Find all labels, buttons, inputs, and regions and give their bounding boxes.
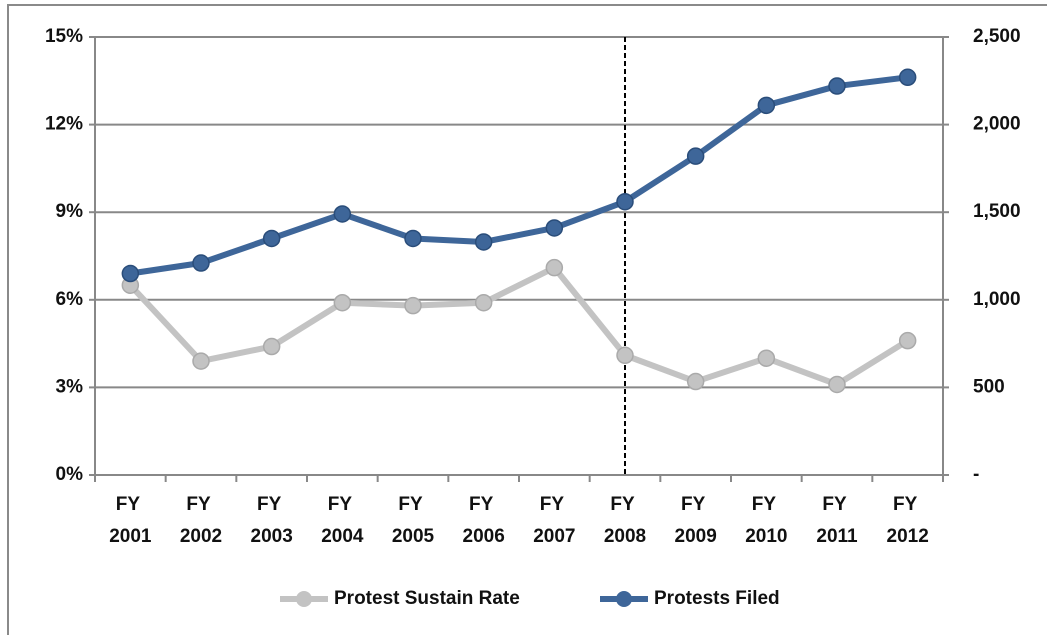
legend-label: Protests Filed	[654, 588, 780, 609]
y2-tick-label: 2,000	[973, 114, 1021, 135]
legend-marker	[616, 591, 632, 607]
x-tick-label: FY 2008	[604, 494, 646, 547]
y-tick-label: 9%	[56, 201, 84, 222]
y-tick-label: 0%	[56, 464, 84, 485]
chart-frame	[7, 4, 1047, 635]
point	[686, 147, 705, 165]
point	[192, 254, 210, 272]
series-line	[129, 74, 909, 277]
y2-tick-label: -	[973, 464, 979, 485]
x-tick-label: FY 2006	[463, 494, 505, 547]
x-tick-label: FY 2012	[887, 494, 929, 547]
y2-tick-label: 1,000	[973, 289, 1021, 310]
point	[262, 337, 281, 356]
y2-tick-label: 1,500	[973, 201, 1021, 222]
point	[192, 352, 210, 370]
x-tick-label: FY 2003	[251, 494, 293, 547]
point	[757, 96, 776, 115]
legend-label: Protest Sustain Rate	[334, 588, 520, 609]
y-tick-label: 6%	[56, 289, 84, 310]
x-tick-label: FY 2001	[109, 494, 152, 547]
point	[616, 346, 634, 365]
point	[474, 233, 493, 251]
point	[404, 296, 422, 315]
y-tick-label: 15%	[45, 26, 83, 47]
x-tick-label: FY 2007	[533, 494, 575, 547]
x-tick-label: FY 2002	[180, 494, 222, 547]
point	[262, 229, 281, 248]
point	[898, 68, 917, 87]
x-tick-label: FY 2005	[392, 494, 435, 547]
y2-tick-label: 500	[973, 376, 1005, 397]
point	[898, 331, 917, 350]
point	[121, 264, 140, 283]
point	[545, 258, 564, 277]
point	[333, 293, 352, 312]
x-tick-label: FY 2010	[745, 494, 787, 547]
point	[545, 219, 564, 237]
point	[404, 229, 422, 248]
series-line	[128, 264, 910, 388]
point	[474, 293, 493, 312]
y-tick-label: 3%	[56, 376, 84, 397]
point	[828, 77, 846, 95]
y2-tick-label: 2,500	[973, 26, 1021, 47]
point	[686, 372, 705, 391]
point	[333, 205, 352, 223]
y-tick-label: 12%	[45, 114, 83, 135]
legend-marker	[296, 591, 312, 607]
point	[828, 375, 846, 394]
point	[616, 192, 634, 211]
x-tick-label: FY 2004	[321, 494, 364, 547]
point	[757, 349, 776, 367]
x-tick-label: FY 2011	[816, 494, 858, 547]
x-tick-label: FY 2009	[675, 494, 717, 547]
